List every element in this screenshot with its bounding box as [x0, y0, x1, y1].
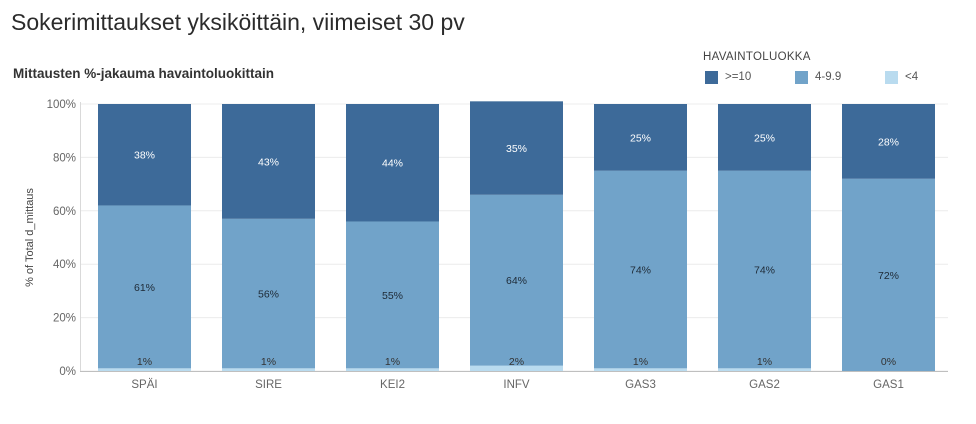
bar-segment — [842, 178, 935, 371]
bar-segment — [470, 101, 563, 195]
x-category-label: GAS3 — [625, 379, 656, 391]
legend-item-mid[interactable]: 4-9.9 — [795, 70, 841, 84]
y-tick-label: 40% — [53, 259, 76, 271]
bar-segment — [346, 368, 439, 371]
legend-swatch-mid — [795, 70, 808, 84]
bar-segment — [718, 170, 811, 369]
data-label: 44% — [382, 158, 403, 170]
bar-segment — [718, 104, 811, 171]
bar-segment — [98, 205, 191, 369]
bar-segment — [594, 368, 687, 371]
bar-segment — [222, 368, 315, 371]
data-label: 55% — [382, 290, 403, 302]
x-category-label: GAS1 — [873, 379, 904, 391]
x-category-label: KEI2 — [380, 379, 405, 391]
y-tick-label: 0% — [59, 366, 76, 378]
legend-title: HAVAINTOLUOKKA — [703, 51, 811, 63]
legend-label-high: >=10 — [725, 71, 752, 83]
bar-segment — [98, 104, 191, 206]
data-label: 2% — [509, 356, 524, 368]
data-label: 25% — [754, 132, 775, 144]
x-category-label: SIRE — [255, 379, 282, 391]
legend-label-low: <4 — [905, 71, 919, 83]
bar-segment — [346, 221, 439, 369]
data-label: 56% — [258, 289, 279, 301]
legend-swatch-low — [885, 70, 898, 84]
data-label: 1% — [385, 356, 400, 368]
data-label: 1% — [633, 356, 648, 368]
legend-item-low[interactable]: <4 — [885, 70, 918, 84]
data-label: 61% — [134, 282, 155, 294]
data-label: 35% — [506, 143, 527, 155]
bar-segment — [222, 104, 315, 219]
data-label: 64% — [506, 275, 527, 287]
data-label: 43% — [258, 156, 279, 168]
data-label: 38% — [134, 150, 155, 162]
bar-segment — [718, 368, 811, 371]
bar-segment — [222, 218, 315, 369]
y-axis-title: % of Total d_mittaus — [24, 188, 36, 287]
page-title: Sokerimittaukset yksiköittäin, viimeiset… — [11, 9, 465, 35]
bar-segment — [470, 365, 563, 371]
chart-subtitle: Mittausten %-jakauma havaintoluokittain — [13, 66, 275, 81]
legend-label-mid: 4-9.9 — [815, 71, 842, 83]
bar-segment — [98, 368, 191, 371]
y-tick-label: 20% — [53, 313, 76, 325]
data-label: 1% — [137, 356, 152, 368]
data-label: 74% — [630, 265, 651, 277]
bar-segment — [346, 104, 439, 222]
bar-segment — [470, 194, 563, 366]
y-tick-label: 80% — [53, 152, 76, 164]
bar-segment — [594, 104, 687, 171]
y-tick-label: 100% — [47, 99, 76, 111]
data-label: 74% — [754, 265, 775, 277]
legend: HAVAINTOLUOKKA >=10 4-9.9 <4 — [703, 51, 963, 91]
data-label: 72% — [878, 270, 899, 282]
x-category-label: SPÄI — [131, 379, 157, 391]
data-label: 0% — [881, 356, 896, 368]
data-label: 25% — [630, 132, 651, 144]
legend-item-high[interactable]: >=10 — [705, 70, 751, 84]
x-category-label: GAS2 — [749, 379, 780, 391]
data-label: 1% — [757, 356, 772, 368]
bar-segment — [842, 104, 935, 179]
x-category-label: INFV — [503, 379, 530, 391]
data-label: 1% — [261, 356, 276, 368]
legend-swatch-high — [705, 70, 718, 84]
data-label: 28% — [878, 136, 899, 148]
bar-segment — [594, 170, 687, 369]
y-tick-label: 60% — [53, 206, 76, 218]
